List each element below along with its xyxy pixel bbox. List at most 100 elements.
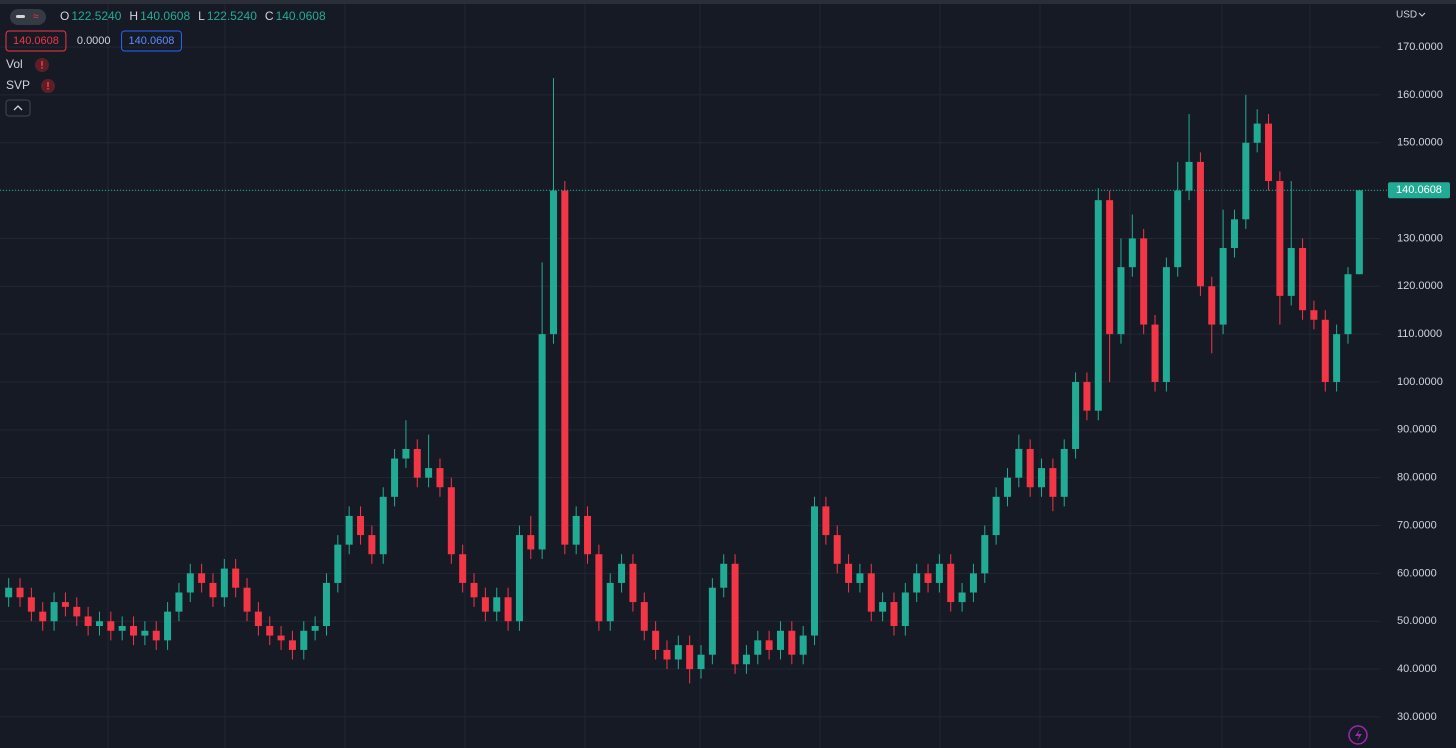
candle-body xyxy=(527,535,535,550)
candle-body xyxy=(1151,324,1159,382)
candle-body xyxy=(1174,190,1182,268)
candle-body xyxy=(1094,200,1102,411)
y-tick-label: 60.0000 xyxy=(1397,567,1437,579)
y-tick-label: 50.0000 xyxy=(1397,615,1437,627)
candle-body xyxy=(947,563,955,603)
indicator-error-mark xyxy=(41,61,43,66)
indicators: Vol SVP xyxy=(6,57,55,93)
indicator-name: Vol xyxy=(6,57,23,71)
top-border xyxy=(0,0,1456,4)
candle-body xyxy=(436,468,444,488)
candles xyxy=(5,78,1363,684)
legend-value: 140.0608 xyxy=(13,35,59,47)
candle-body xyxy=(640,602,648,631)
candle-body xyxy=(334,544,342,583)
candle-body xyxy=(606,582,614,622)
candle-body xyxy=(1083,381,1091,411)
candle-body xyxy=(1265,123,1273,182)
candle-body xyxy=(754,640,762,655)
candle-body xyxy=(958,592,966,603)
candle-body xyxy=(1219,248,1227,325)
y-tick-label: 80.0000 xyxy=(1397,472,1437,484)
candle-body xyxy=(1333,334,1341,382)
candle-body xyxy=(1015,448,1023,478)
ohlc-key: L xyxy=(198,9,205,23)
candle-body xyxy=(981,535,989,574)
candle-body xyxy=(765,640,773,650)
collapse-icon xyxy=(13,105,23,111)
candle-body xyxy=(867,573,875,612)
candle-body xyxy=(1196,161,1204,287)
candle-body xyxy=(799,635,807,655)
candle-body xyxy=(459,554,467,583)
candle-body xyxy=(1299,248,1307,311)
lightning-button[interactable] xyxy=(1348,725,1368,745)
ohlc-value: 122.5240 xyxy=(207,9,257,23)
indicator-error-mark xyxy=(47,82,49,87)
grid: 30.0000 40.0000 50.0000 60.0000 70.0000 80.00… xyxy=(0,41,1443,723)
legend-values: 140.0608 0.0000 140.0608 xyxy=(5,30,182,52)
candle-body xyxy=(5,587,13,598)
candle-body xyxy=(391,458,399,497)
candle-body xyxy=(1242,142,1250,220)
candle-body xyxy=(1344,274,1352,335)
y-tick-label: 70.0000 xyxy=(1397,519,1437,531)
candle-body xyxy=(470,582,478,598)
candle-body xyxy=(1310,310,1318,320)
y-tick-label: 40.0000 xyxy=(1397,663,1437,675)
candle-body xyxy=(1140,238,1148,325)
candle-body xyxy=(572,515,580,545)
candle-body xyxy=(686,645,694,670)
candle-body xyxy=(1026,448,1034,488)
candle-body xyxy=(504,597,512,622)
candle-body xyxy=(50,602,58,622)
y-tick-label: 130.0000 xyxy=(1397,232,1443,244)
candle-body xyxy=(720,563,728,588)
ohlc-value: 140.0608 xyxy=(276,9,326,23)
candle-body xyxy=(1106,200,1114,335)
candle-body xyxy=(288,640,296,650)
candle-body xyxy=(1049,468,1057,497)
candle-body xyxy=(584,515,592,555)
y-tick-label: 100.0000 xyxy=(1397,376,1443,388)
candle-body xyxy=(61,602,69,607)
candle-body xyxy=(879,602,887,612)
candle-body xyxy=(1276,181,1284,296)
y-tick-label: 150.0000 xyxy=(1397,137,1443,149)
y-tick-label: 90.0000 xyxy=(1397,424,1437,436)
candle-body xyxy=(1003,477,1011,497)
candle-body xyxy=(1230,219,1238,249)
legend-value: 0.0000 xyxy=(77,35,111,47)
last-price-label: 140.0608 xyxy=(1396,184,1442,196)
candle-body xyxy=(561,190,569,545)
candle-body xyxy=(629,563,637,603)
candle-body xyxy=(833,535,841,564)
candle-body xyxy=(538,334,546,550)
candle-body xyxy=(95,621,103,626)
candle-body xyxy=(447,487,455,555)
legend-box xyxy=(5,30,67,52)
candle-body xyxy=(845,563,853,583)
toggle-icon xyxy=(16,15,25,18)
candle-body xyxy=(549,190,557,335)
y-tick-label: 110.0000 xyxy=(1397,328,1442,340)
candle-body xyxy=(254,611,262,626)
candle-body xyxy=(1355,190,1363,275)
collapse-button[interactable] xyxy=(5,99,31,117)
candle-body xyxy=(935,563,943,583)
y-tick-label: 160.0000 xyxy=(1397,89,1443,101)
ohlc-key: H xyxy=(129,9,138,23)
currency[interactable]: USD xyxy=(1396,10,1417,21)
candle-body xyxy=(186,573,194,593)
ohlc-value: 122.5240 xyxy=(71,9,121,23)
candle-body xyxy=(1185,161,1193,191)
candle-body xyxy=(425,468,433,478)
candle-body xyxy=(27,597,35,612)
candle-body xyxy=(141,630,149,636)
legend-value: 140.0608 xyxy=(129,35,175,47)
toggle-button[interactable] xyxy=(10,9,46,25)
candle-body xyxy=(913,573,921,593)
candle-body xyxy=(708,587,716,655)
